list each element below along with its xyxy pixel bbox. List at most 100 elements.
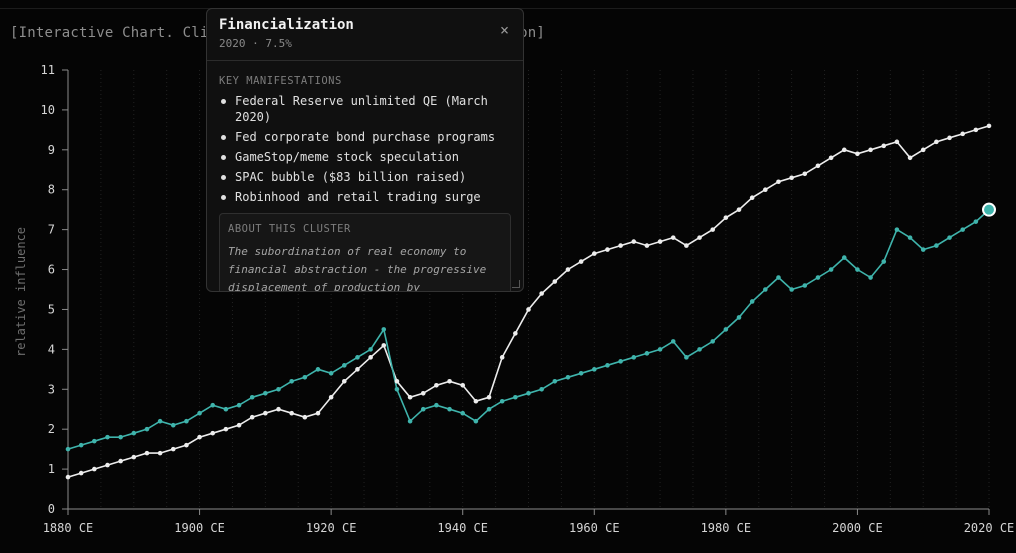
data-point[interactable]: [486, 406, 492, 412]
data-point[interactable]: [236, 422, 242, 428]
selected-data-point[interactable]: [982, 202, 996, 217]
data-point[interactable]: [578, 371, 584, 376]
data-point[interactable]: [631, 239, 637, 244]
data-point[interactable]: [749, 299, 755, 304]
data-point[interactable]: [657, 239, 663, 244]
data-point[interactable]: [276, 406, 281, 412]
data-point[interactable]: [644, 351, 650, 356]
data-point[interactable]: [105, 434, 110, 440]
data-point[interactable]: [855, 267, 860, 272]
data-point[interactable]: [434, 382, 439, 388]
data-point[interactable]: [841, 147, 847, 153]
data-point[interactable]: [447, 378, 452, 384]
data-point[interactable]: [539, 386, 544, 392]
data-point[interactable]: [407, 418, 413, 424]
data-point[interactable]: [578, 259, 584, 264]
data-point[interactable]: [618, 359, 623, 364]
data-point[interactable]: [486, 394, 492, 400]
data-point[interactable]: [223, 426, 229, 432]
data-point[interactable]: [776, 275, 781, 280]
data-point[interactable]: [907, 155, 913, 161]
data-point[interactable]: [420, 406, 426, 412]
data-point[interactable]: [828, 267, 834, 272]
data-point[interactable]: [197, 410, 202, 416]
data-point[interactable]: [670, 235, 676, 240]
data-point[interactable]: [342, 378, 347, 384]
data-point[interactable]: [776, 179, 781, 185]
data-point[interactable]: [605, 247, 610, 252]
data-point[interactable]: [328, 394, 334, 400]
data-point[interactable]: [184, 418, 189, 424]
data-point[interactable]: [92, 438, 97, 444]
data-point[interactable]: [170, 422, 176, 428]
data-point[interactable]: [986, 123, 992, 129]
data-point[interactable]: [789, 287, 794, 292]
data-point[interactable]: [420, 390, 426, 396]
data-point[interactable]: [947, 235, 952, 240]
data-point[interactable]: [763, 187, 768, 193]
data-point[interactable]: [368, 347, 373, 352]
data-point[interactable]: [302, 375, 308, 380]
data-point[interactable]: [118, 434, 123, 440]
data-point[interactable]: [381, 343, 387, 348]
data-point[interactable]: [170, 446, 176, 452]
data-point[interactable]: [565, 267, 571, 272]
data-point[interactable]: [394, 386, 400, 392]
data-point[interactable]: [249, 394, 255, 400]
data-point[interactable]: [723, 327, 729, 332]
data-point[interactable]: [934, 139, 939, 145]
data-point[interactable]: [657, 347, 663, 352]
data-point[interactable]: [289, 378, 294, 384]
data-point[interactable]: [723, 215, 729, 220]
data-point[interactable]: [328, 371, 334, 376]
data-point[interactable]: [947, 135, 952, 141]
data-point[interactable]: [605, 363, 610, 368]
data-point[interactable]: [78, 442, 84, 448]
data-point[interactable]: [78, 470, 84, 476]
data-point[interactable]: [65, 446, 71, 452]
data-point[interactable]: [65, 474, 71, 480]
data-point[interactable]: [789, 175, 794, 181]
data-point[interactable]: [736, 207, 742, 212]
data-point[interactable]: [460, 410, 466, 416]
data-point[interactable]: [249, 414, 255, 420]
data-point[interactable]: [526, 307, 531, 312]
data-point[interactable]: [118, 458, 123, 464]
data-point[interactable]: [894, 227, 900, 232]
data-point[interactable]: [868, 147, 873, 153]
data-point[interactable]: [513, 331, 518, 336]
data-point[interactable]: [710, 339, 715, 344]
data-point[interactable]: [684, 243, 689, 248]
data-point[interactable]: [315, 410, 321, 416]
data-point[interactable]: [407, 394, 413, 400]
data-point[interactable]: [591, 251, 597, 256]
about-cluster-box[interactable]: ABOUT THIS CLUSTER The subordination of …: [219, 213, 511, 291]
data-point[interactable]: [144, 450, 150, 456]
data-point[interactable]: [591, 367, 597, 372]
data-point[interactable]: [223, 406, 229, 412]
data-point[interactable]: [881, 143, 887, 149]
data-point[interactable]: [868, 275, 873, 280]
data-point[interactable]: [210, 402, 216, 408]
data-point[interactable]: [920, 147, 926, 153]
data-point[interactable]: [513, 394, 518, 400]
data-point[interactable]: [434, 402, 439, 408]
data-point[interactable]: [368, 355, 373, 360]
data-point[interactable]: [973, 127, 979, 133]
data-point[interactable]: [802, 171, 808, 177]
data-point[interactable]: [934, 243, 939, 248]
data-point[interactable]: [618, 243, 623, 248]
data-point[interactable]: [881, 259, 887, 264]
data-point[interactable]: [473, 398, 479, 404]
data-point[interactable]: [289, 410, 294, 416]
data-point[interactable]: [802, 283, 808, 288]
data-point[interactable]: [749, 195, 755, 201]
data-point[interactable]: [276, 386, 281, 392]
data-point[interactable]: [157, 418, 163, 424]
data-point[interactable]: [210, 430, 216, 436]
data-point[interactable]: [447, 406, 452, 412]
data-point[interactable]: [131, 430, 137, 436]
data-point[interactable]: [92, 466, 97, 472]
data-point[interactable]: [855, 151, 860, 157]
data-point[interactable]: [815, 275, 821, 280]
